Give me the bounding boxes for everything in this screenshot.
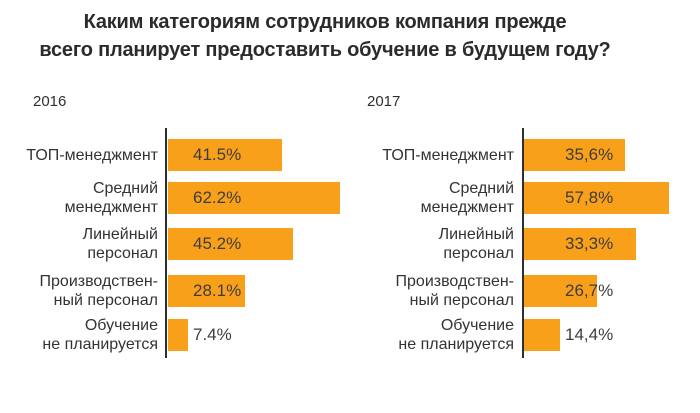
bar-2016-middle-management: [168, 182, 340, 214]
value-label-2016-no-training: 7.4%: [193, 325, 232, 344]
category-label-2016-top-management: ТОП-менеджмент: [26, 146, 158, 164]
category-label-2016-line-staff: Линейный персонал: [82, 226, 158, 262]
category-label-2017-line-staff: Линейный персонал: [438, 226, 514, 262]
bar-2017-no-training: [524, 319, 560, 351]
value-label-2016-middle-management: 62.2%: [193, 188, 242, 207]
bar-2016-production-staff: [168, 275, 245, 307]
axis-line-2016: [165, 128, 167, 358]
year-label-2017: 2017: [367, 93, 401, 110]
value-label-2017-production-staff: 26,7%: [565, 281, 614, 300]
category-label-2017-production-staff: Производствен- ный персонал: [395, 273, 514, 309]
bar-2017-middle-management: [524, 182, 669, 214]
value-label-2016-line-staff: 45.2%: [193, 234, 242, 253]
bar-2016-no-training: [168, 319, 188, 351]
value-label-2016-production-staff: 28.1%: [193, 281, 242, 300]
chart-title: Каким категориям сотрудников компания пр…: [0, 8, 650, 64]
axis-line-2017: [522, 128, 524, 358]
value-label-2017-middle-management: 57,8%: [565, 188, 614, 207]
bar-2017-line-staff: [524, 228, 636, 260]
category-label-2016-no-training: Обучение не планируется: [42, 317, 158, 353]
bar-2017-top-management: [524, 139, 625, 171]
year-label-2016: 2016: [33, 93, 67, 110]
bar-2017-production-staff: [524, 275, 597, 307]
chart-title-line-2: всего планирует предоставить обучение в …: [39, 39, 611, 61]
category-label-2017-middle-management: Средний менеджмент: [420, 180, 514, 216]
category-label-2016-middle-management: Средний менеджмент: [64, 180, 158, 216]
value-label-2017-no-training: 14,4%: [565, 325, 614, 344]
category-label-2017-top-management: ТОП-менеджмент: [382, 146, 514, 164]
value-label-2017-top-management: 35,6%: [565, 145, 614, 164]
bar-2016-top-management: [168, 139, 282, 171]
bar-2016-line-staff: [168, 228, 293, 260]
category-label-2017-no-training: Обучение не планируется: [398, 317, 514, 353]
value-label-2017-line-staff: 33,3%: [565, 234, 614, 253]
chart-title-line-1: Каким категориям сотрудников компания пр…: [83, 11, 567, 33]
category-label-2016-production-staff: Производствен- ный персонал: [39, 273, 158, 309]
value-label-2016-top-management: 41.5%: [193, 145, 242, 164]
